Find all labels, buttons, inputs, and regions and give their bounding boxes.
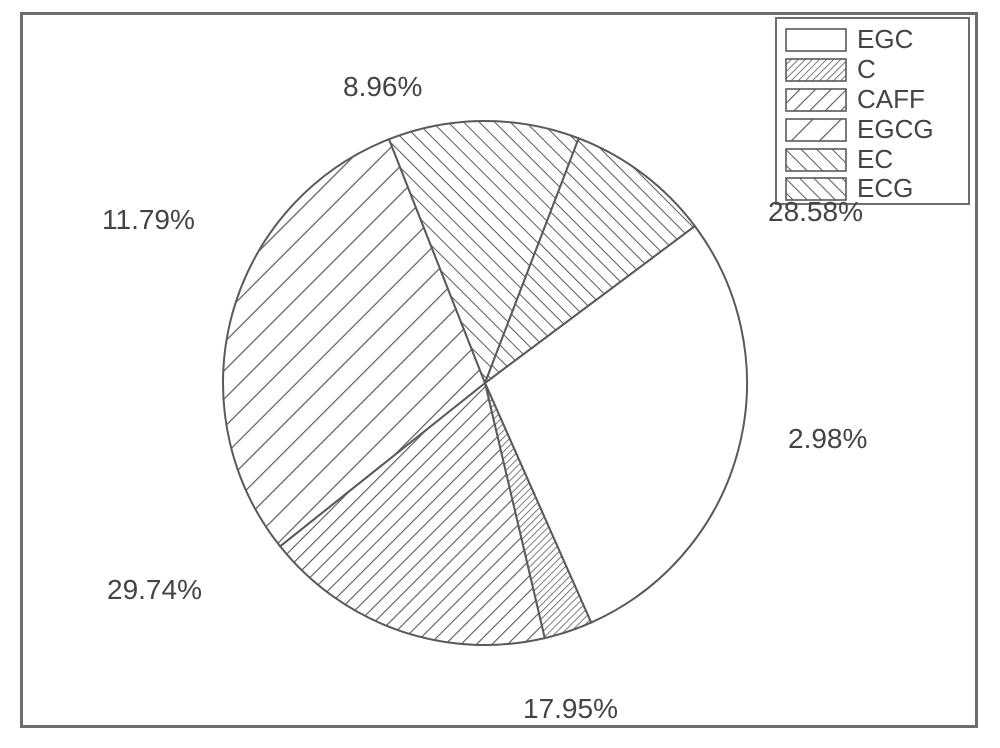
slice-label: 8.96%: [343, 71, 422, 103]
legend-swatch: [785, 28, 847, 52]
legend-label: ECG: [857, 174, 913, 204]
legend-swatch: [785, 88, 847, 112]
slice-label: 11.79%: [102, 204, 195, 236]
legend-label: EC: [857, 145, 893, 175]
legend-item: EGCG: [785, 115, 960, 145]
legend-item: EGC: [785, 25, 960, 55]
legend-item: CAFF: [785, 85, 960, 115]
legend-item: C: [785, 55, 960, 85]
legend-swatch: [785, 148, 847, 172]
slice-label: 17.95%: [523, 693, 618, 725]
legend-swatch: [785, 118, 847, 142]
slice-label: 2.98%: [788, 423, 867, 455]
legend-label: C: [857, 55, 876, 85]
legend-label: EGCG: [857, 115, 934, 145]
legend: EGCCCAFFEGCGECECG: [775, 17, 970, 205]
slice-label: 28.58%: [768, 196, 863, 228]
legend-item: EC: [785, 145, 960, 175]
legend-swatch: [785, 58, 847, 82]
legend-label: EGC: [857, 25, 913, 55]
slice-label: 29.74%: [107, 574, 202, 606]
legend-label: CAFF: [857, 85, 925, 115]
